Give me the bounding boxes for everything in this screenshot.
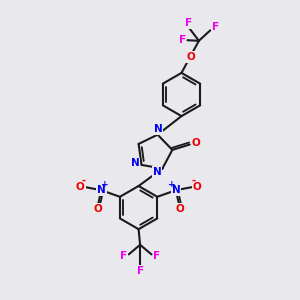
Text: F: F <box>120 250 127 261</box>
Text: N: N <box>172 185 180 195</box>
Text: O: O <box>186 52 195 62</box>
Text: +: + <box>101 180 109 189</box>
Text: N: N <box>97 185 106 195</box>
Text: F: F <box>178 35 186 45</box>
Text: N: N <box>130 158 139 168</box>
Text: O: O <box>191 138 200 148</box>
Text: N: N <box>154 124 163 134</box>
Text: F: F <box>153 250 161 261</box>
Text: +: + <box>168 180 176 189</box>
Text: O: O <box>76 182 85 192</box>
Text: O: O <box>193 182 201 192</box>
Text: -: - <box>192 176 196 186</box>
Text: O: O <box>93 204 102 214</box>
Text: F: F <box>212 22 219 32</box>
Text: N: N <box>153 167 161 177</box>
Text: F: F <box>136 266 144 276</box>
Text: F: F <box>185 18 192 28</box>
Text: O: O <box>175 204 184 214</box>
Text: -: - <box>81 176 86 186</box>
